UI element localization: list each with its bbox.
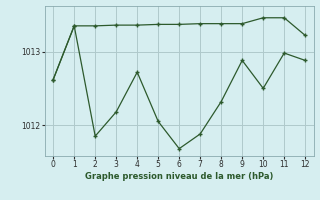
X-axis label: Graphe pression niveau de la mer (hPa): Graphe pression niveau de la mer (hPa): [85, 172, 273, 181]
